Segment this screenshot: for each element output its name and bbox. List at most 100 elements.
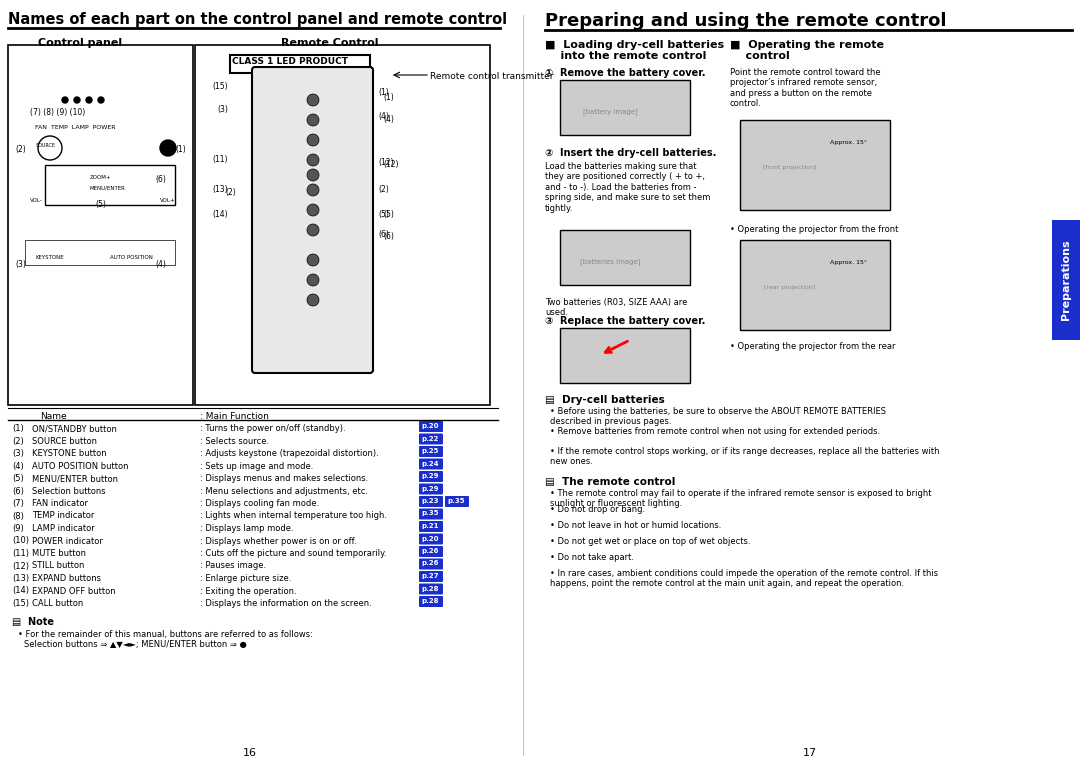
Circle shape [307,184,319,196]
Text: : Turns the power on/off (standby).: : Turns the power on/off (standby). [200,424,346,433]
Text: KEYSTONE button: KEYSTONE button [32,449,107,458]
Text: Preparing and using the remote control: Preparing and using the remote control [545,12,946,30]
Text: Control panel: Control panel [38,38,122,48]
Text: : Displays lamp mode.: : Displays lamp mode. [200,524,294,533]
Text: (13): (13) [213,185,228,194]
Text: LAMP indicator: LAMP indicator [32,524,95,533]
Text: (3): (3) [217,105,228,114]
Text: p.27: p.27 [421,573,438,579]
Text: Preparations: Preparations [1061,240,1071,320]
Text: : Adjusts keystone (trapezoidal distortion).: : Adjusts keystone (trapezoidal distorti… [200,449,379,458]
Circle shape [62,97,68,103]
FancyBboxPatch shape [419,471,443,482]
Text: (8): (8) [12,511,24,520]
Text: p.20: p.20 [421,536,438,542]
FancyBboxPatch shape [419,433,443,445]
Text: p.29: p.29 [421,473,438,479]
Text: • Operating the projector from the front: • Operating the projector from the front [730,225,899,234]
Text: • The remote control may fail to operate if the infrared remote sensor is expose: • The remote control may fail to operate… [550,489,931,508]
Text: Selection buttons ⇒ ▲▼◄►; MENU/ENTER button ⇒ ●: Selection buttons ⇒ ▲▼◄►; MENU/ENTER but… [24,639,246,649]
Text: into the remote control: into the remote control [545,51,706,61]
Text: (1): (1) [378,88,389,97]
Text: • For the remainder of this manual, buttons are referred to as follows:: • For the remainder of this manual, butt… [18,629,313,639]
Text: : Sets up image and mode.: : Sets up image and mode. [200,462,313,471]
Bar [561,80,690,135]
Text: (12): (12) [12,562,29,571]
Text: (4): (4) [12,462,24,471]
Text: (2): (2) [12,436,24,446]
Text: : Lights when internal temperature too high.: : Lights when internal temperature too h… [200,511,387,520]
Circle shape [307,169,319,181]
Text: CLASS 1 LED PRODUCT: CLASS 1 LED PRODUCT [232,57,348,66]
Text: (3): (3) [15,260,26,269]
Text: • Do not take apart.: • Do not take apart. [550,553,634,562]
Circle shape [75,97,80,103]
Text: 16: 16 [243,748,257,758]
FancyBboxPatch shape [1052,220,1080,340]
Bar [195,45,490,405]
Text: CALL button: CALL button [32,599,83,608]
FancyBboxPatch shape [419,508,443,520]
Text: (6): (6) [378,230,389,239]
Text: : Menu selections and adjustments, etc.: : Menu selections and adjustments, etc. [200,487,368,495]
Text: (5): (5) [95,200,106,209]
Text: p.28: p.28 [421,598,438,604]
Circle shape [307,134,319,146]
FancyBboxPatch shape [419,584,443,594]
FancyBboxPatch shape [419,521,443,532]
Bar [561,230,690,285]
Text: : Pauses image.: : Pauses image. [200,562,266,571]
FancyBboxPatch shape [419,559,443,569]
Text: TEMP indicator: TEMP indicator [32,511,94,520]
Text: • Do not leave in hot or humid locations.: • Do not leave in hot or humid locations… [550,521,721,530]
Text: ON/STANDBY button: ON/STANDBY button [32,424,117,433]
Text: [batteries image]: [batteries image] [580,258,640,265]
FancyBboxPatch shape [419,596,443,607]
Text: ▤  Dry-cell batteries: ▤ Dry-cell batteries [545,395,665,405]
Text: STILL button: STILL button [32,562,84,571]
Text: (11): (11) [12,549,29,558]
FancyBboxPatch shape [252,67,373,373]
Text: Selection buttons: Selection buttons [32,487,106,495]
Circle shape [307,204,319,216]
Text: MUTE button: MUTE button [32,549,86,558]
Circle shape [307,94,319,106]
Text: Name: Name [40,412,67,421]
Text: (13): (13) [12,574,29,583]
Text: [battery image]: [battery image] [582,108,637,114]
Text: ②  Insert the dry-cell batteries.: ② Insert the dry-cell batteries. [545,148,716,158]
Text: (14): (14) [12,587,29,595]
Text: • Operating the projector from the rear: • Operating the projector from the rear [730,342,895,351]
FancyBboxPatch shape [419,571,443,582]
Text: (12): (12) [378,158,393,167]
Text: SOURCE button: SOURCE button [32,436,97,446]
FancyBboxPatch shape [419,446,443,457]
Text: • In rare cases, ambient conditions could impede the operation of the remote con: • In rare cases, ambient conditions coul… [550,569,939,588]
Text: (5): (5) [12,474,24,483]
Text: KEYSTONE: KEYSTONE [35,255,64,260]
Text: p.29: p.29 [421,485,438,491]
Text: : Displays whether power is on or off.: : Displays whether power is on or off. [200,536,356,546]
Text: p.21: p.21 [421,523,438,529]
Text: Load the batteries making sure that
they are positioned correctly ( + to +,
and : Load the batteries making sure that they… [545,162,711,213]
Text: (5): (5) [383,210,394,219]
Circle shape [307,114,319,126]
Text: AUTO POSITION: AUTO POSITION [110,255,153,260]
Text: AUTO POSITION button: AUTO POSITION button [32,462,129,471]
Text: control: control [730,51,789,61]
Circle shape [307,274,319,286]
Text: (9): (9) [12,524,24,533]
Text: : Selects source.: : Selects source. [200,436,269,446]
Text: Point the remote control toward the
projector’s infrared remote sensor,
and pres: Point the remote control toward the proj… [730,68,880,108]
Text: : Cuts off the picture and sound temporarily.: : Cuts off the picture and sound tempora… [200,549,387,558]
Text: : Displays cooling fan mode.: : Displays cooling fan mode. [200,499,319,508]
Text: (1): (1) [383,93,394,102]
Text: (6): (6) [383,232,394,241]
Text: EXPAND buttons: EXPAND buttons [32,574,102,583]
Text: ▤  The remote control: ▤ The remote control [545,477,675,487]
FancyBboxPatch shape [419,459,443,469]
Text: ①  Remove the battery cover.: ① Remove the battery cover. [545,68,705,78]
Text: (14): (14) [213,210,228,219]
Text: p.35: p.35 [447,498,464,504]
Text: (5): (5) [378,210,389,219]
